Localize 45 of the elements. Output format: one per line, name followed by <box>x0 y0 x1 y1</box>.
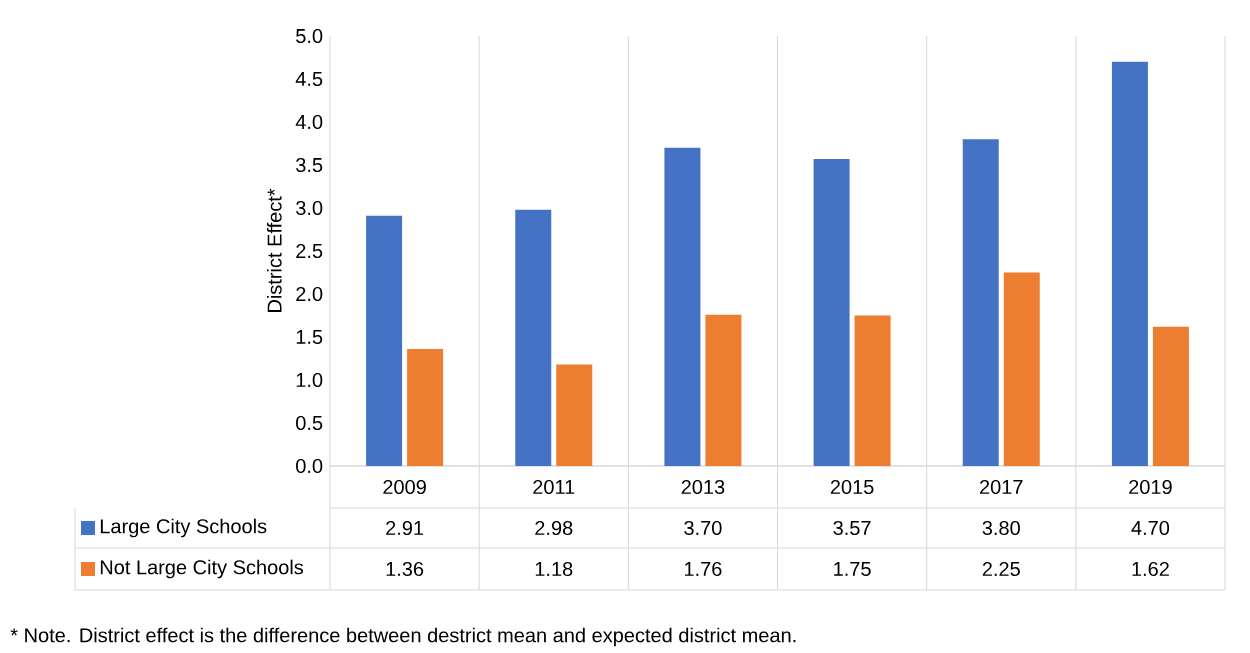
y-tick-label: 5.0 <box>296 28 323 44</box>
x-tick-label: 2009 <box>383 479 426 495</box>
bar <box>515 209 552 466</box>
y-tick-label: 1.5 <box>296 330 323 344</box>
y-tick-label: 0.5 <box>296 415 323 431</box>
data-label: 3.80 <box>982 520 1020 536</box>
x-tick-label: 2017 <box>980 479 1023 495</box>
bar <box>366 215 403 466</box>
bar <box>962 139 999 466</box>
data-label: 2.91 <box>386 520 424 536</box>
x-tick-label: 2013 <box>681 479 725 495</box>
x-tick-label: 2015 <box>830 479 874 495</box>
bar <box>854 315 891 466</box>
bar <box>813 158 850 466</box>
data-label: 4.70 <box>1131 520 1170 536</box>
y-tick-label: 3.5 <box>296 157 323 173</box>
y-tick-label: 0.0 <box>296 458 323 474</box>
bar <box>1111 61 1148 466</box>
data-label: 1.62 <box>1132 561 1169 577</box>
bar <box>705 314 742 466</box>
y-axis-title: District Effect* <box>266 188 282 312</box>
bar <box>1003 272 1040 466</box>
y-tick-label: 2.5 <box>296 243 323 259</box>
text: * Note. District effect is the difference between destrict mean and expected district mean. <box>10 627 796 647</box>
data-label: 3.70 <box>684 520 722 536</box>
data-label: 2.98 <box>535 520 573 536</box>
y-tick-label: 4.5 <box>295 72 323 86</box>
y-tick-label: 2.0 <box>296 286 323 302</box>
data-label: 1.18 <box>535 561 573 577</box>
data-label: 3.57 <box>833 520 871 536</box>
data-label: 2.25 <box>982 561 1020 577</box>
x-tick-label: 2011 <box>533 479 575 495</box>
bar <box>664 147 701 466</box>
data-label: 1.36 <box>386 561 424 577</box>
data-label: 1.75 <box>834 562 871 576</box>
bar <box>556 364 593 466</box>
x-tick-label: 2019 <box>1129 479 1172 495</box>
bar <box>1152 326 1189 466</box>
legend-label: Not Large City Schools <box>100 559 304 579</box>
bar <box>407 349 444 466</box>
y-tick-label: 1.0 <box>296 372 323 388</box>
legend-label: Large City Schools <box>100 518 267 538</box>
data-label: 1.76 <box>684 561 722 577</box>
y-tick-label: 3.0 <box>296 200 323 216</box>
y-tick-label: 4.0 <box>295 114 323 130</box>
